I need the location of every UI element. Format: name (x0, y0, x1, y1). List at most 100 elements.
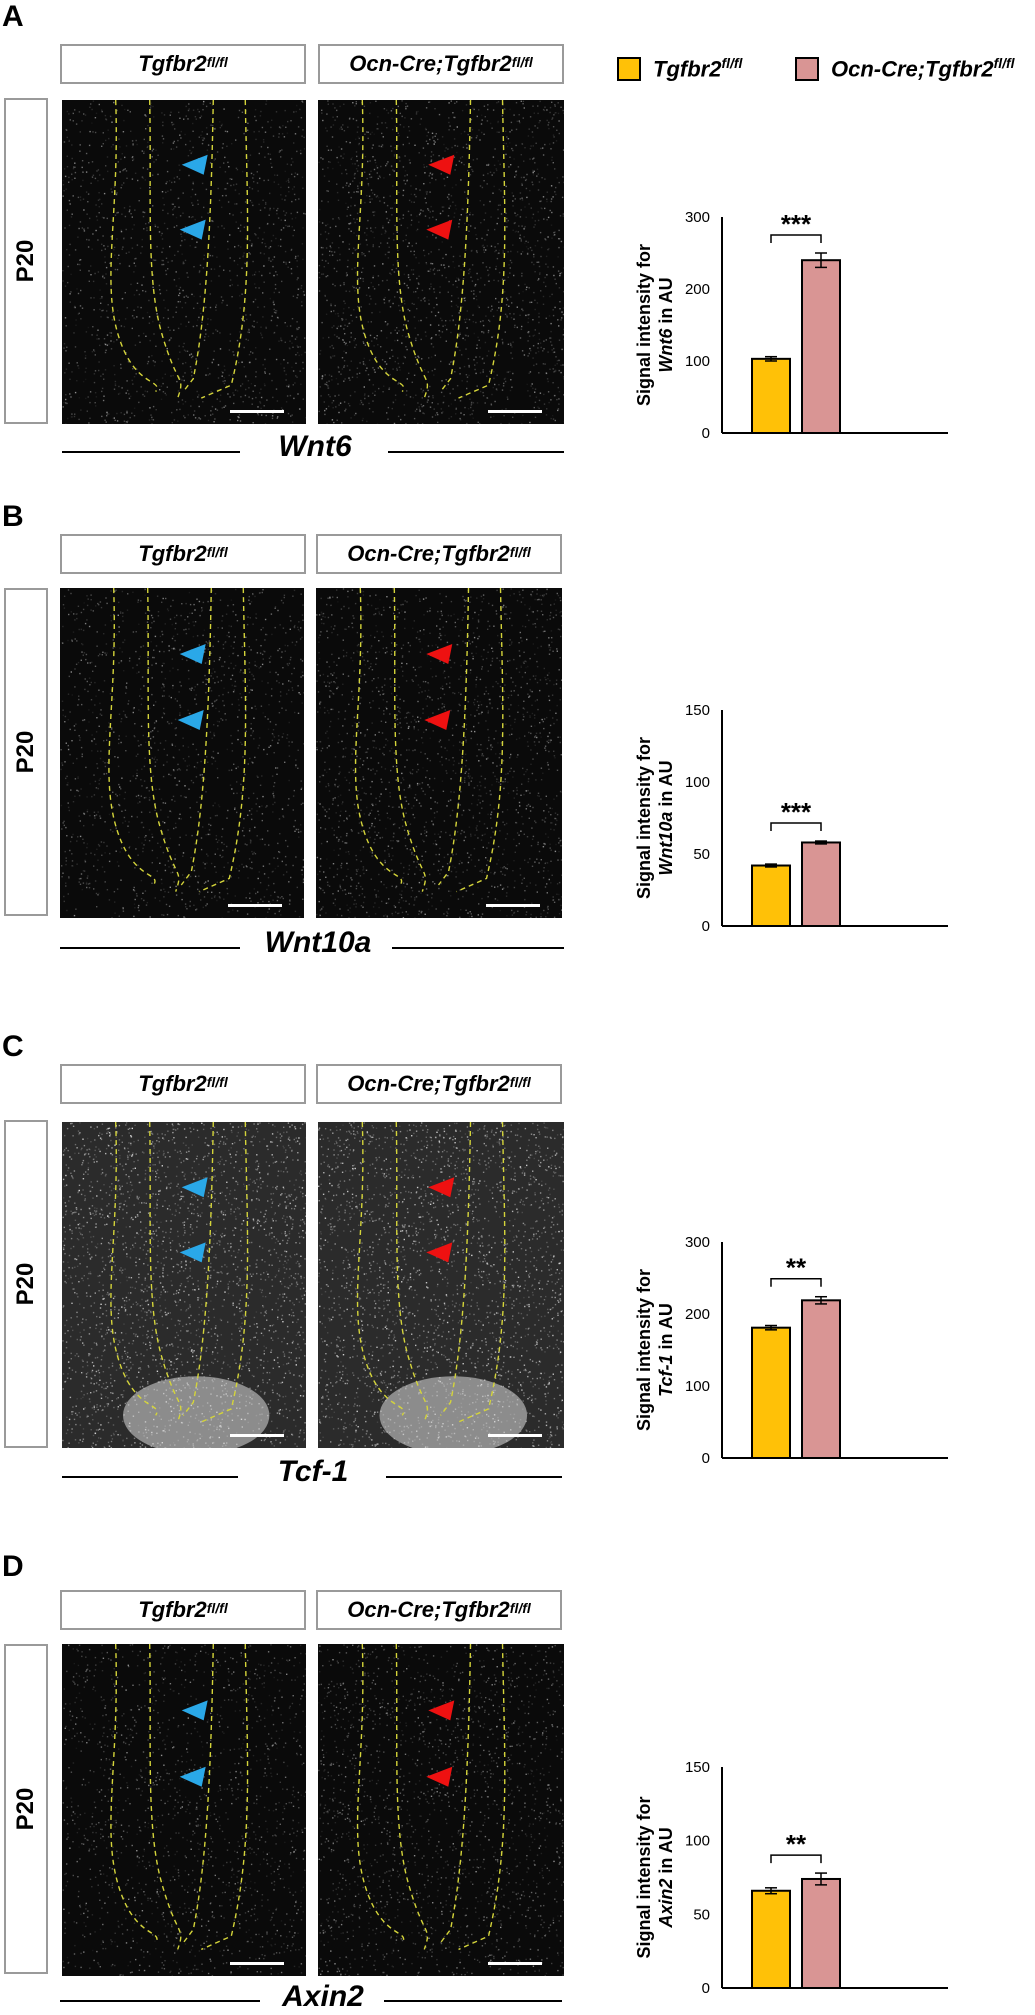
dashed-outline-3 (201, 100, 249, 399)
dashed-outline-3 (198, 588, 247, 893)
bar-chart-wnt6: Signal intensity for Wnt6 in AU 0 100 200 300… (634, 209, 948, 442)
blue-arrowhead-icon (179, 644, 206, 664)
dashed-outline-1 (393, 588, 427, 892)
micrograph-control (62, 1644, 306, 1976)
panel-a: A Tgfbr2 fl/fl Ocn-Cre;Tgfbr2 fl/fl P20 Wn… (0, 0, 1035, 470)
gene-rule-right (384, 2000, 562, 2002)
micrograph-control (62, 100, 306, 424)
scale-bar (488, 1962, 542, 1965)
gene-label: Wnt6 (278, 430, 352, 463)
dashed-outline-1 (148, 1644, 182, 1950)
gene-label: Axin2 (282, 1980, 364, 2013)
bar-mutant (801, 1877, 841, 1989)
red-arrowhead-icon (428, 154, 455, 175)
micrograph-control (60, 588, 304, 918)
scale-bar (230, 1434, 284, 1437)
age-label-box: P20 (4, 1644, 48, 1974)
age-label-box: P20 (4, 588, 48, 916)
panel-letter: A (2, 0, 24, 33)
scale-bar (488, 1434, 542, 1437)
header-control: Tgfbr2 fl/fl (60, 1590, 306, 1630)
dashed-outline-0 (110, 100, 158, 392)
dashed-outline-3 (458, 100, 506, 399)
header-mutant: Ocn-Cre;Tgfbr2 fl/fl (316, 1064, 562, 1104)
gene-label: Wnt10a (264, 926, 372, 959)
gene-rule-right (388, 451, 564, 453)
bar-control (751, 1326, 791, 1460)
panel-letter: D (2, 1550, 24, 1583)
significance-bracket (770, 822, 822, 832)
dashed-outline-3 (200, 1644, 249, 1951)
header-control: Tgfbr2 fl/fl (60, 44, 306, 84)
dashed-outline-0 (356, 1122, 405, 1416)
bar-control (751, 357, 791, 434)
age-label-box: P20 (4, 1120, 48, 1448)
micrograph-image (318, 1122, 564, 1448)
significance-bracket (770, 1854, 822, 1864)
dashed-outline-3 (201, 1122, 249, 1423)
scale-bar (486, 904, 540, 907)
y-axis-label: Signal intensity for Wnt10a in AU (634, 737, 676, 899)
y-tick-label: 300 (685, 209, 710, 226)
dashed-outline-2 (182, 1644, 214, 1944)
bar-control (751, 864, 791, 928)
y-tick-label: 100 (685, 1378, 710, 1395)
micrograph-image (62, 100, 306, 424)
gene-rule-left (60, 947, 240, 949)
blue-arrowhead-icon (179, 1766, 206, 1787)
blue-arrowhead-icon (177, 710, 204, 730)
y-tick-label: 100 (685, 353, 710, 370)
y-tick-label: 0 (702, 425, 710, 442)
blue-arrowhead-icon (181, 1700, 208, 1721)
dashed-outline-0 (110, 1644, 158, 1944)
bar-mutant (801, 1299, 841, 1459)
bar-chart-wnt10a: Signal intensity for Wnt10a in AU 0 50 100 15… (634, 702, 948, 935)
micrograph-image (62, 1644, 306, 1976)
red-arrowhead-icon (426, 1766, 453, 1787)
blue-arrowhead-icon (181, 1177, 208, 1198)
dashed-outline-1 (395, 1644, 429, 1950)
micrograph-image (316, 588, 562, 918)
significance-label: ** (786, 1829, 807, 1859)
legend-label-mutant: Ocn-Cre;Tgfbr2fl/fl (831, 55, 1015, 82)
blue-arrowhead-icon (179, 1242, 206, 1263)
header-control: Tgfbr2 fl/fl (60, 1064, 306, 1104)
dashed-outline-1 (148, 100, 182, 399)
panel-c: C Tgfbr2 fl/fl Ocn-Cre;Tgfbr2 fl/fl P20 Tc… (0, 1030, 1035, 1510)
red-arrowhead-icon (426, 1242, 453, 1263)
micrograph-control (62, 1122, 306, 1448)
panel-d: D Tgfbr2 fl/fl Ocn-Cre;Tgfbr2 fl/fl P20 Ax… (0, 1550, 1035, 2015)
dashed-outline-3 (456, 588, 504, 893)
panel-b: B Tgfbr2 fl/fl Ocn-Cre;Tgfbr2 fl/fl P20 Wn… (0, 500, 1035, 970)
scale-bar (230, 410, 284, 413)
red-arrowhead-icon (426, 644, 453, 664)
header-mutant: Ocn-Cre;Tgfbr2 fl/fl (316, 534, 562, 574)
y-axis-label: Signal intensity for Wnt6 in AU (634, 244, 676, 406)
y-axis-label: Signal intensity for Tcf-1 in AU (634, 1269, 676, 1431)
significance-bracket (770, 234, 822, 243)
significance-bracket (770, 1277, 822, 1287)
micrograph-mutant (318, 1122, 564, 1448)
scale-bar (488, 410, 542, 413)
dashed-outline-0 (356, 100, 405, 392)
significance-label: *** (781, 797, 812, 827)
dashed-outline-0 (356, 1644, 405, 1944)
dashed-outline-2 (439, 1122, 472, 1416)
age-label-box: P20 (4, 98, 48, 424)
blue-arrowhead-icon (179, 219, 206, 240)
dashed-outline-0 (108, 588, 156, 886)
y-tick-label: 200 (685, 1306, 710, 1323)
gene-rule-left (62, 1476, 238, 1478)
y-axis-label: Signal intensity for Axin2 in AU (634, 1796, 676, 1958)
scale-bar (230, 1962, 284, 1965)
legend-swatch-mutant (795, 56, 819, 81)
micrograph-mutant (318, 100, 564, 424)
micrograph-image (62, 1122, 306, 1448)
dashed-outline-3 (458, 1644, 506, 1951)
dashed-outline-1 (395, 100, 429, 399)
gene-rule-right (392, 947, 564, 949)
y-tick-label: 50 (693, 846, 710, 863)
legend-label-control: Tgfbr2fl/fl (653, 55, 743, 82)
dashed-outline-2 (180, 588, 212, 886)
bar-chart-tcf1: Signal intensity for Tcf-1 in AU 0 100 200 30… (634, 1234, 948, 1467)
